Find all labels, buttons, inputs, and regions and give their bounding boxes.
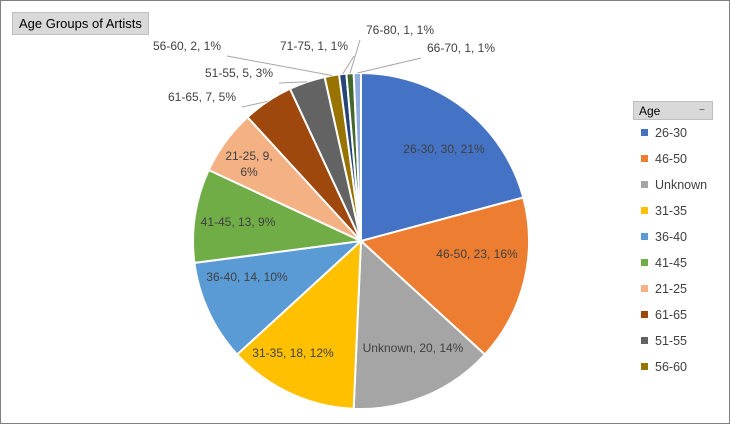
legend-title: Age [639,104,661,118]
legend: 26-30 46-50 Unknown 31-35 36-40 41-45 21-25 61-… [641,126,707,386]
chart-title[interactable]: Age Groups of Artists [12,12,149,35]
legend-label: 56-60 [655,360,687,374]
legend-item-51-55[interactable]: 51-55 [641,334,707,360]
data-label-51-55: 51-55, 5, 3% [205,66,273,80]
legend-item-46-50[interactable]: 46-50 [641,152,707,178]
legend-label: 21-25 [655,282,687,296]
legend-item-26-30[interactable]: 26-30 [641,126,707,152]
pie-slice-41-45[interactable] [192,168,365,265]
dropdown-arrow-icon: − [699,105,705,116]
legend-swatch [641,259,648,266]
legend-label: 61-65 [655,308,687,322]
data-label-unknown: Unknown, 20, 14% [363,341,464,355]
legend-item-61-65[interactable]: 61-65 [641,308,707,334]
legend-label: 36-40 [655,230,687,244]
legend-swatch [641,311,648,318]
legend-swatch [641,233,648,240]
pie-slice-46-50[interactable] [358,196,530,356]
data-label-41-45: 41-45, 13, 9% [201,215,276,229]
data-label-36-40: 36-40, 14, 10% [206,270,288,284]
legend-label: 46-50 [655,152,687,166]
leader-line-66-70 [357,57,422,74]
data-label-21-25: 21-25, 9, 6% [225,149,272,179]
data-label-61-65: 61-65, 7, 5% [168,90,236,104]
leader-line-71-75 [342,55,355,75]
legend-item-31-35[interactable]: 31-35 [641,204,707,230]
pie-slice-31-35[interactable] [235,238,363,410]
legend-label: 31-35 [655,204,687,218]
legend-swatch [641,363,648,370]
leader-line-76-80 [349,39,361,74]
data-label-46-50: 46-50, 23, 16% [436,247,518,261]
pie-slice-36-40[interactable] [193,239,365,356]
pie-slice-unknown[interactable] [352,238,487,410]
legend-label: 51-55 [655,334,687,348]
legend-label: 41-45 [655,256,687,270]
legend-swatch [641,181,648,188]
legend-item-56-60[interactable]: 56-60 [641,360,707,386]
legend-swatch [641,207,648,214]
legend-label: Unknown [655,178,708,192]
legend-filter-button[interactable]: Age − [633,101,713,120]
legend-item-21-25[interactable]: 21-25 [641,282,707,308]
data-label-71-75: 71-75, 1, 1% [280,39,348,53]
pie-slice-26-30[interactable] [360,71,525,243]
data-label-26-30: 26-30, 30, 21% [403,142,485,156]
legend-item-36-40[interactable]: 36-40 [641,230,707,256]
data-label-31-35: 31-35, 18, 12% [252,346,334,360]
data-label-56-60: 56-60, 2, 1% [153,39,221,53]
legend-swatch [641,155,648,162]
leader-line-56-60 [226,55,332,77]
legend-swatch [641,129,648,136]
legend-swatch [641,337,648,344]
legend-swatch [641,285,648,292]
legend-label: 26-30 [655,126,687,140]
leader-line-61-65 [241,100,268,108]
legend-item-unknown[interactable]: Unknown [641,178,707,204]
legend-item-41-45[interactable]: 41-45 [641,256,707,282]
data-label-66-70: 66-70, 1, 1% [427,41,495,55]
leader-line-51-55 [278,81,308,84]
data-label-76-80: 76-80, 1, 1% [366,23,434,37]
